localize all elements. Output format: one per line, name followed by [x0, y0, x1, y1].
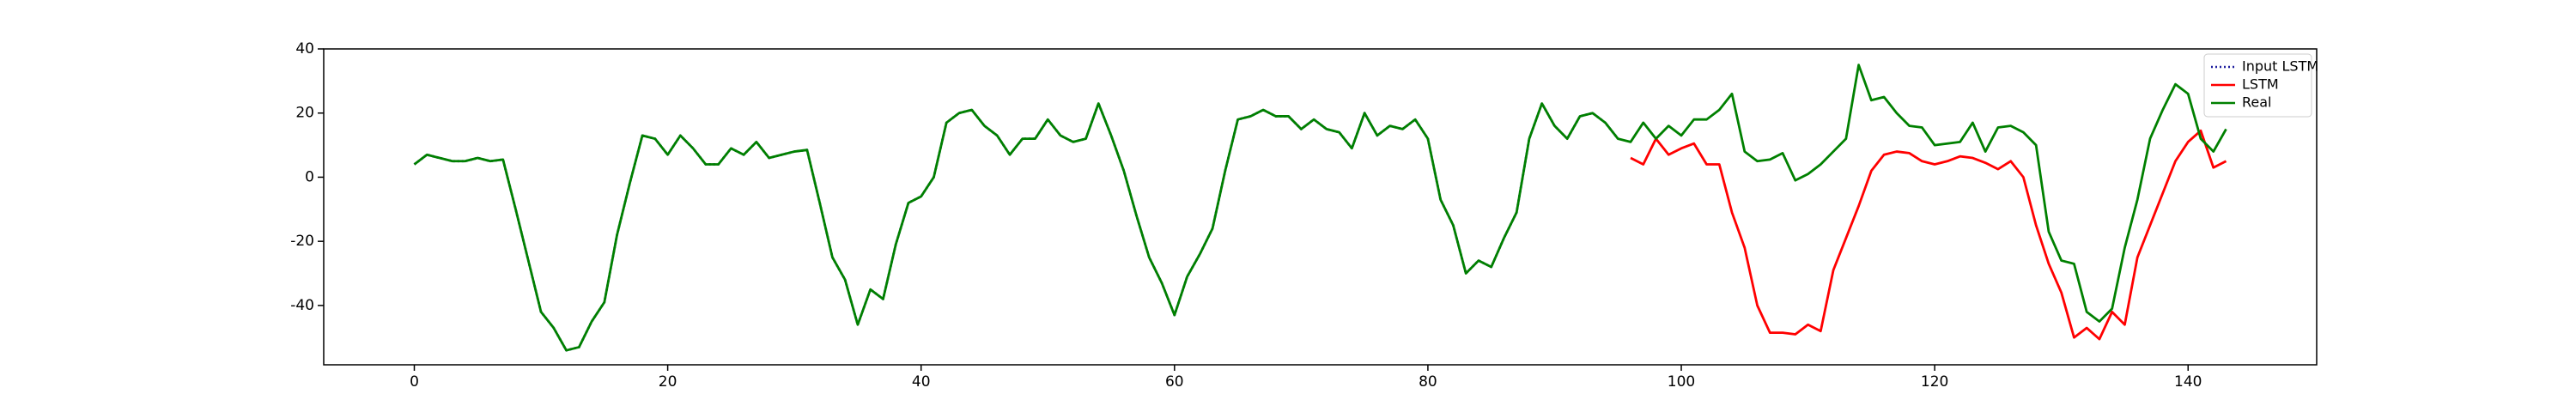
- y-tick-label: 0: [305, 168, 314, 185]
- plot-lines: [413, 64, 2227, 352]
- y-tick-label: -40: [290, 297, 314, 314]
- series-line: [413, 102, 1619, 352]
- legend-label: Input LSTM: [2242, 58, 2318, 75]
- x-tick-label: 80: [1419, 373, 1437, 391]
- y-tick-label: 40: [295, 40, 314, 58]
- x-tick-label: 120: [1921, 373, 1948, 391]
- x-tick-label: 0: [410, 373, 419, 391]
- legend-label: Real: [2242, 94, 2272, 111]
- x-tick-label: 20: [659, 373, 677, 391]
- x-tick-label: 40: [912, 373, 931, 391]
- series-line: [413, 64, 2227, 352]
- x-tick-label: 60: [1165, 373, 1184, 391]
- legend-box: [2203, 53, 2312, 118]
- y-tick-label: -20: [290, 233, 314, 250]
- plot-frame: [323, 48, 2318, 366]
- x-tick-label: 100: [1668, 373, 1695, 391]
- x-tick-label: 140: [2174, 373, 2202, 391]
- y-tick-label: 20: [295, 105, 314, 122]
- legend-label: LSTM: [2242, 76, 2279, 93]
- series-line: [1630, 129, 2227, 341]
